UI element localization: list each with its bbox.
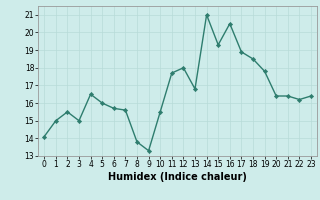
X-axis label: Humidex (Indice chaleur): Humidex (Indice chaleur) <box>108 172 247 182</box>
